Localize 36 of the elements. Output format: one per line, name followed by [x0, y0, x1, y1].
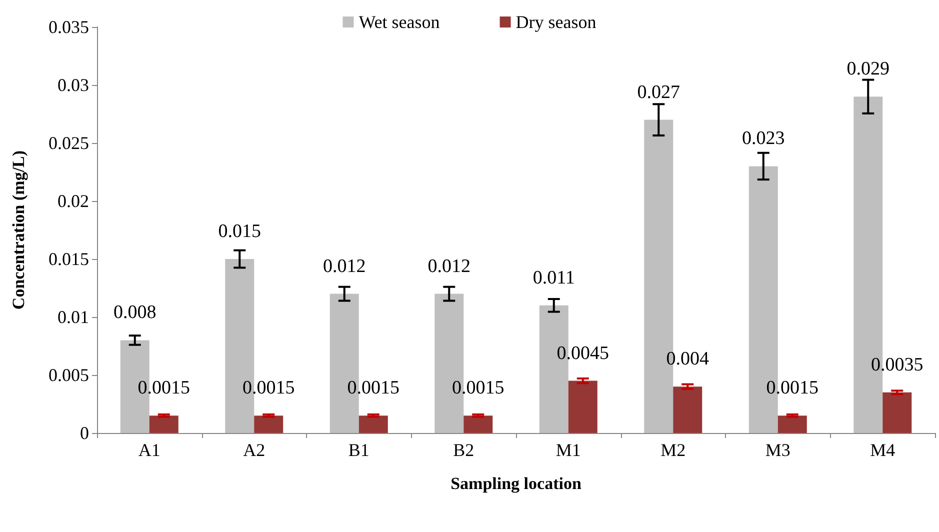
x-tick-label: A1: [138, 440, 160, 460]
data-label: 0.011: [532, 267, 575, 288]
data-label: 0.0015: [138, 378, 190, 399]
data-label: 0.0045: [556, 342, 609, 364]
data-label: 0.029: [846, 58, 890, 80]
y-tick-label: 0.02: [58, 191, 89, 211]
data-label: 0.015: [218, 221, 261, 242]
y-tick-label: 0.015: [48, 249, 89, 269]
data-label: 0.0015: [452, 378, 504, 399]
data-label: 0.0015: [347, 378, 400, 399]
x-tick-label: M4: [870, 440, 896, 460]
x-tick-label: B2: [453, 440, 474, 460]
data-label: 0.027: [637, 82, 680, 103]
y-tick-label: 0.005: [48, 365, 89, 385]
y-tick-label: 0.01: [58, 307, 89, 327]
data-label: 0.023: [742, 128, 785, 150]
x-tick-label: B1: [348, 440, 370, 460]
data-label: 0.004: [666, 348, 710, 370]
legend-label: Wet season: [358, 12, 440, 32]
data-label: 0.012: [323, 256, 366, 277]
x-axis-title: Sampling location: [450, 474, 582, 493]
x-tick-label: M2: [660, 440, 686, 460]
y-tick-label: 0.035: [48, 17, 89, 37]
data-label: 0.012: [428, 256, 470, 277]
data-label: 0.0035: [871, 354, 924, 376]
x-tick-label: A2: [243, 440, 266, 460]
data-label: 0.0015: [766, 378, 818, 399]
y-tick-label: 0.03: [58, 75, 89, 95]
x-tick-label: M1: [556, 440, 581, 460]
data-label: 0.008: [114, 302, 156, 324]
y-tick-label: 0: [80, 423, 89, 443]
legend-label: Dry season: [516, 12, 596, 32]
y-axis-title: Concentration (mg/L): [9, 150, 28, 310]
y-tick-label: 0.025: [48, 133, 89, 153]
x-tick-label: M3: [765, 440, 790, 460]
data-label: 0.0015: [242, 378, 295, 399]
